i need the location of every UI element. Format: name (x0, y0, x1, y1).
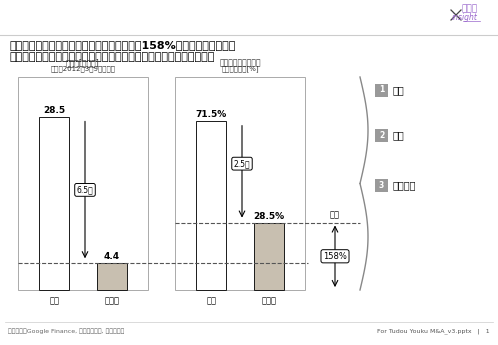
Text: 71.5%: 71.5% (196, 110, 227, 119)
Text: 4.4: 4.4 (104, 252, 120, 261)
Text: 增长: 增长 (393, 130, 405, 140)
Text: 1: 1 (379, 86, 384, 95)
Text: 规模: 规模 (393, 85, 405, 95)
Text: insight: insight (452, 12, 478, 21)
Text: 从优酷和土豆公布的合并细节来看，优酷将以158%的溢价收购土豆网，: 从优酷和土豆公布的合并细节来看，优酷将以158%的溢价收购土豆网， (10, 40, 237, 50)
Text: 2.5倍: 2.5倍 (234, 159, 250, 168)
Text: 新思汇: 新思汇 (462, 4, 478, 13)
Bar (375, 179, 388, 192)
Text: 3: 3 (379, 180, 384, 189)
Bar (253, 223, 283, 290)
Bar (375, 129, 388, 142)
Text: For Tudou Youku M&A_v3.pptx   |   1: For Tudou Youku M&A_v3.pptx | 1 (377, 328, 490, 334)
Bar (175, 77, 305, 290)
Text: 6.5倍: 6.5倍 (77, 185, 93, 194)
Bar (97, 263, 126, 290)
Text: 土豆网: 土豆网 (261, 296, 276, 305)
Text: 优酷: 优酷 (49, 296, 59, 305)
Bar (196, 121, 227, 290)
Text: （截至2012年3月9日收盘）: （截至2012年3月9日收盘） (50, 66, 116, 72)
Text: 数据来源：Google Finance, 公开市场信息, 新思汇分析: 数据来源：Google Finance, 公开市场信息, 新思汇分析 (8, 328, 124, 334)
Text: 这是为什么？笔者将从规模、增长、盈利模式这三方面来看待这个问题: 这是为什么？笔者将从规模、增长、盈利模式这三方面来看待这个问题 (10, 52, 215, 62)
Text: 优酷土豆合并新公司: 优酷土豆合并新公司 (219, 58, 261, 67)
Text: 优酷: 优酷 (206, 296, 217, 305)
Text: 28.5: 28.5 (43, 106, 65, 115)
Bar (18, 77, 148, 290)
Text: 股权结构占比[%]: 股权结构占比[%] (221, 65, 259, 72)
Text: 2: 2 (379, 130, 384, 139)
Bar (375, 84, 388, 97)
Text: 28.5%: 28.5% (253, 211, 284, 220)
Bar (39, 117, 69, 290)
Text: 总市值[亿美元]: 总市值[亿美元] (66, 58, 100, 67)
Text: 158%: 158% (323, 252, 347, 261)
Text: 溢价: 溢价 (330, 210, 340, 219)
Text: 盈利模式: 盈利模式 (393, 180, 416, 190)
Text: 土豆网: 土豆网 (104, 296, 119, 305)
